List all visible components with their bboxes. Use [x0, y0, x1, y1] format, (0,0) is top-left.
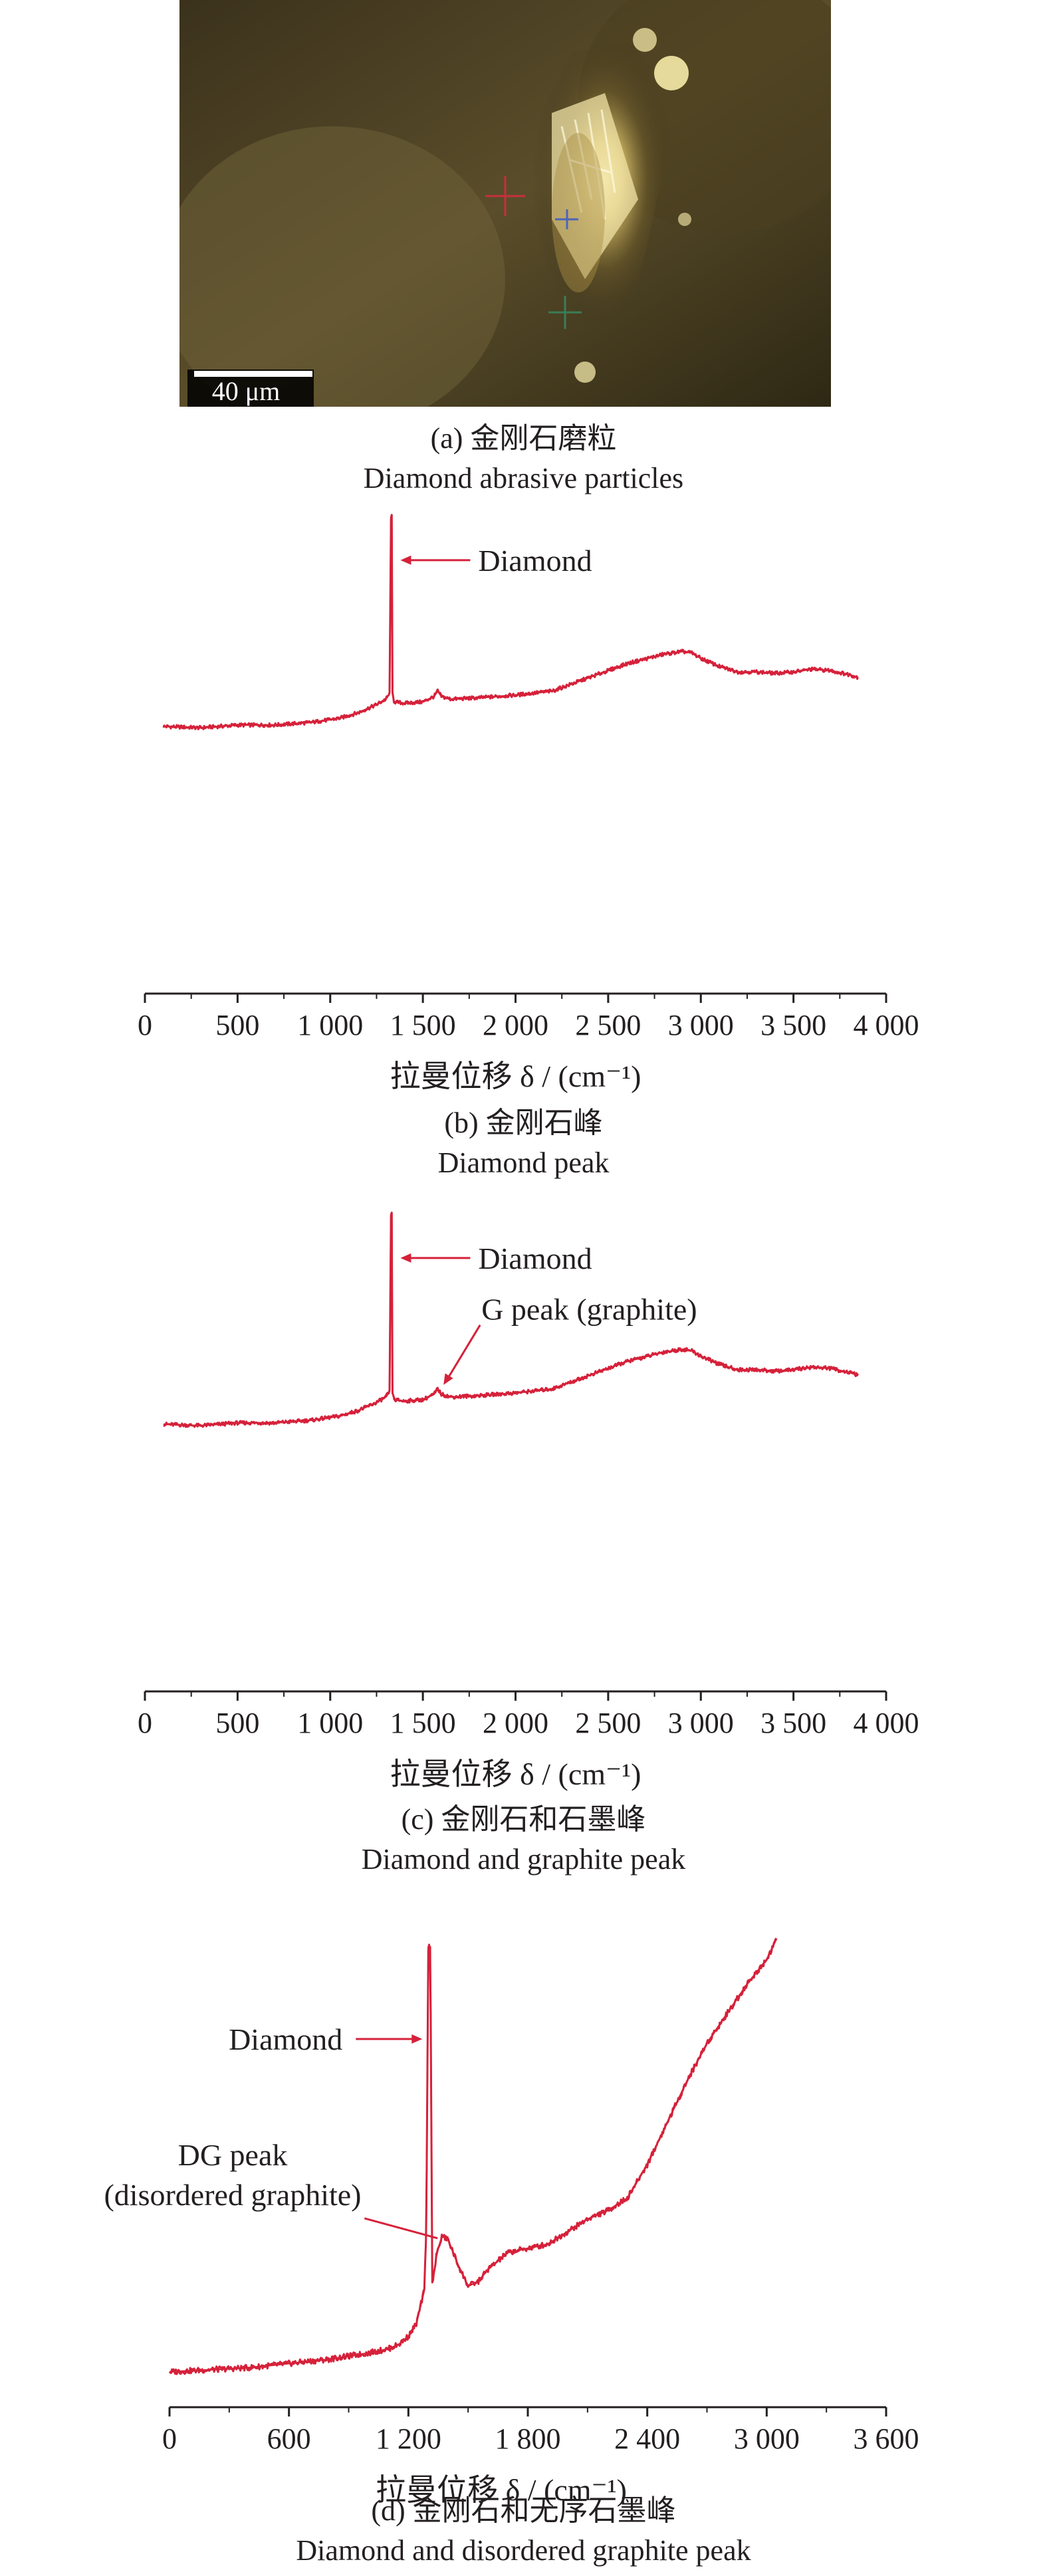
dg-peak-label: DG peak: [178, 2138, 288, 2172]
x-tick-label: 4 000: [854, 1009, 919, 1041]
caption-b-en: Diamond peak: [437, 1146, 610, 1179]
spectrum-line-smooth: [169, 1938, 778, 2373]
x-axis-title: 拉曼位移 δ / (cm⁻¹): [376, 2473, 627, 2507]
caption-c-en: Diamond and graphite peak: [361, 1843, 686, 1876]
x-tick-label: 0: [162, 2422, 177, 2455]
x-tick-label: 1 500: [390, 1707, 456, 1739]
diamond-label: Diamond: [229, 2022, 342, 2056]
spectrum-line-smooth: [163, 516, 859, 729]
caption-b-zh: (b) 金刚石峰: [444, 1107, 603, 1139]
diamond-arrow-head: [400, 555, 411, 565]
x-tick-label: 3 000: [668, 1707, 734, 1739]
diamond-arrow-head: [411, 2034, 423, 2044]
x-tick-label: 500: [215, 1009, 259, 1041]
x-tick-label: 0: [138, 1009, 152, 1041]
x-tick-label: 500: [215, 1707, 259, 1739]
x-tick-label: 1 000: [297, 1707, 363, 1739]
scale-bar-label: 40 μm: [212, 376, 281, 406]
x-tick-label: 2 500: [575, 1009, 641, 1041]
raman-chart-diamond-graphite-peak: 0 500 1 000 1 500 2 000 2 500 3 000 3 500 4 000 拉…: [0, 1203, 1047, 1801]
x-tick-label: 1 000: [297, 1009, 363, 1041]
diamond-label: Diamond: [478, 544, 592, 578]
x-tick-label: 3 000: [668, 1009, 734, 1041]
micrograph-image: 40 μm: [179, 0, 831, 407]
x-tick-label: 2 500: [575, 1707, 641, 1739]
x-tick-label: 2 000: [483, 1707, 548, 1739]
caption-a-zh: (a) 金刚石磨粒: [430, 422, 617, 455]
x-tick-label: 1 800: [495, 2422, 561, 2455]
raman-chart-disordered-graphite-peak: 0 600 1 200 1 800 2 400 3 000 3 600 拉曼位移 δ / (c…: [0, 1927, 1047, 2507]
x-tick-label: 2 000: [483, 1009, 548, 1041]
diamond-label: Diamond: [478, 1241, 592, 1275]
x-axis-title: 拉曼位移 δ / (cm⁻¹): [390, 1757, 641, 1791]
scale-bar: [194, 371, 312, 377]
dg-peak-sublabel: (disordered graphite): [104, 2178, 361, 2212]
diamond-arrow-head: [400, 1253, 411, 1263]
x-tick-label: 600: [267, 2422, 311, 2455]
x-tick-label: 4 000: [854, 1707, 919, 1739]
diamond-particle-micrograph: 40 μm: [179, 0, 831, 407]
x-axis-title: 拉曼位移 δ / (cm⁻¹): [390, 1059, 641, 1093]
caption-d-en: Diamond and disordered graphite peak: [296, 2534, 751, 2567]
spectrum-line: [168, 1937, 778, 2375]
x-tick-label: 1 500: [390, 1009, 456, 1041]
x-tick-label: 0: [138, 1707, 152, 1739]
g-peak-arrow: [446, 1324, 481, 1380]
caption-c-zh: (c) 金刚石和石墨峰: [401, 1803, 646, 1836]
dg-peak-pointer: [364, 2217, 438, 2240]
raman-chart-diamond-peak: 0 500 1 000 1 500 2 000 2 500 3 000 3 500 4 000 拉…: [0, 505, 1047, 1103]
x-tick-label: 3 500: [760, 1009, 826, 1041]
x-tick-label: 3 000: [734, 2422, 800, 2455]
x-tick-label: 3 500: [760, 1707, 826, 1739]
g-peak-label: G peak (graphite): [481, 1293, 697, 1327]
x-tick-label: 2 400: [614, 2422, 680, 2455]
chart-svg: 0 600 1 200 1 800 2 400 3 000 3 600 拉曼位移 δ / (c…: [104, 1937, 919, 2507]
x-tick-label: 1 200: [376, 2422, 441, 2455]
chart-svg: 0 500 1 000 1 500 2 000 2 500 3 000 3 500 4 000 拉…: [138, 1212, 919, 1791]
x-tick-label: 3 600: [854, 2422, 919, 2455]
spectrum-line-smooth: [163, 1214, 859, 1427]
chart-svg: 0 500 1 000 1 500 2 000 2 500 3 000 3 500 4 000 拉…: [138, 514, 919, 1093]
caption-a-en: Diamond abrasive particles: [363, 462, 684, 494]
g-peak-arrow-head: [443, 1373, 453, 1385]
caption-d-zh: (d) 金刚石和无序石墨峰: [371, 2494, 676, 2527]
